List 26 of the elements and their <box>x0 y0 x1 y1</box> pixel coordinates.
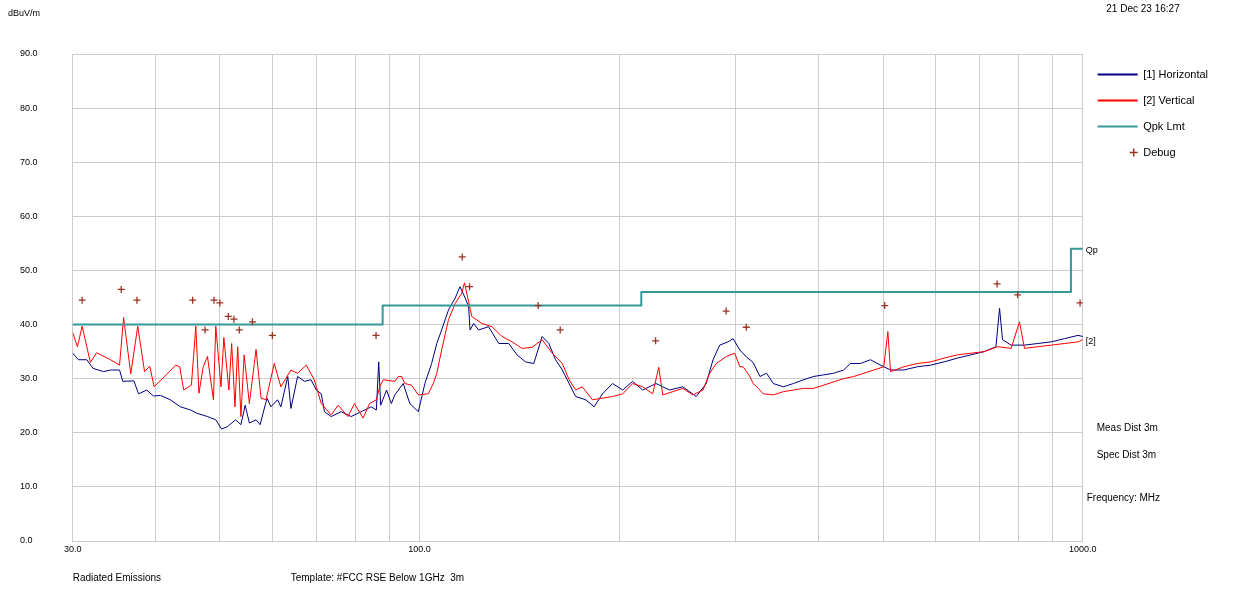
y-tick-label: 10.0 <box>20 481 38 492</box>
text: Spec Dist 3m <box>1096 448 1157 460</box>
annotation: Qp <box>1085 245 1098 256</box>
x-tick-label: 100.0 <box>408 543 431 554</box>
y-tick-label: 60.0 <box>20 210 38 221</box>
annotation: [2] <box>1085 336 1096 347</box>
text: Radiated Emissions <box>72 571 162 583</box>
y-tick-label: 90.0 <box>20 48 38 59</box>
y-tick-label: 40.0 <box>20 319 38 330</box>
y-tick-label: 70.0 <box>20 156 38 167</box>
y-tick-label: 20.0 <box>20 427 38 438</box>
legend-label: [1] Horizontal <box>1143 67 1208 80</box>
legend-label: [2] Vertical <box>1143 93 1195 106</box>
y-tick-label: 30.0 <box>20 373 38 384</box>
legend-label: Qpk Lmt <box>1143 119 1185 132</box>
text: 21 Dec 23 16:27 <box>1106 2 1181 14</box>
x-tick-label: 1000.0 <box>1068 543 1097 554</box>
x-axis-title: Frequency: MHz <box>1086 491 1161 503</box>
y-axis-title: dBuV/m <box>8 8 41 19</box>
legend-label: Debug <box>1143 145 1176 158</box>
text: Template: #FCC RSE Below 1GHz 3m <box>290 571 465 583</box>
y-tick-label: 50.0 <box>20 264 38 275</box>
y-tick-label: 0.0 <box>20 535 33 546</box>
text: Meas Dist 3m <box>1096 421 1158 433</box>
x-tick-label: 30.0 <box>63 543 82 554</box>
y-tick-label: 80.0 <box>20 102 38 113</box>
